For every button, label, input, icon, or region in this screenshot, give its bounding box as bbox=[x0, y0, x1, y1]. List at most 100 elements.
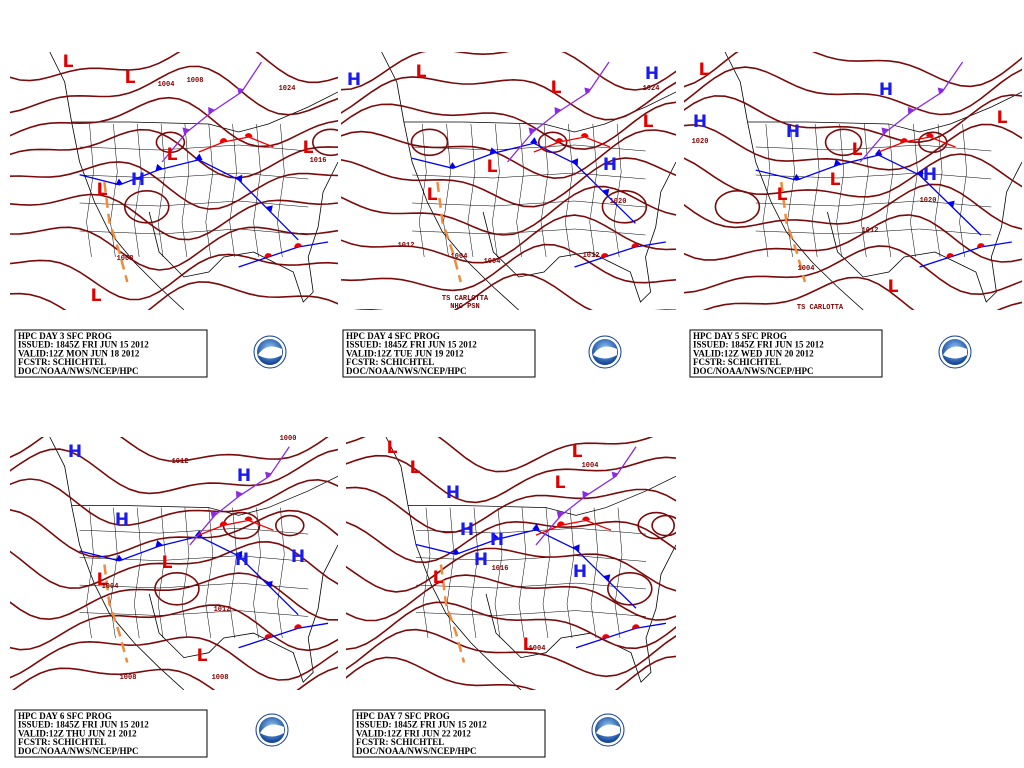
state-line bbox=[79, 610, 309, 617]
high-label: H bbox=[923, 165, 937, 185]
low-label: L bbox=[167, 145, 178, 165]
isobar bbox=[341, 243, 676, 292]
low-label: L bbox=[162, 553, 173, 573]
map-body bbox=[341, 52, 676, 310]
isobar bbox=[606, 572, 653, 606]
map-label: 1004 bbox=[158, 81, 175, 89]
high-label: H bbox=[603, 155, 617, 175]
logo-wave bbox=[258, 346, 282, 359]
coastline bbox=[49, 52, 185, 310]
isobar bbox=[341, 129, 676, 180]
isobar bbox=[714, 190, 761, 224]
isobar bbox=[537, 131, 568, 154]
state-line bbox=[518, 507, 527, 639]
state-line bbox=[79, 172, 309, 180]
map-label: TS CARLOTTA bbox=[797, 304, 844, 312]
trough bbox=[439, 564, 466, 663]
map-label: 1024 bbox=[643, 85, 660, 93]
map-label: 1012 bbox=[398, 242, 415, 250]
state-line bbox=[614, 507, 623, 639]
high-label: H bbox=[786, 122, 800, 142]
low-label: L bbox=[303, 138, 314, 158]
caption-frame bbox=[342, 329, 536, 378]
state-line bbox=[467, 123, 476, 258]
isobar bbox=[346, 655, 676, 690]
caption-line: DOC/NOAA/NWS/NCEP/HPC bbox=[18, 746, 139, 756]
state-line bbox=[110, 507, 118, 639]
border bbox=[71, 475, 338, 516]
low-label: L bbox=[572, 442, 583, 462]
isobar bbox=[341, 76, 676, 121]
state-line bbox=[229, 123, 237, 258]
low-label: L bbox=[643, 112, 654, 132]
isobar bbox=[10, 52, 338, 84]
map-panel: L L L L L H H H 1012 1004 1004 1020 1012 1024 TS CARLO… bbox=[341, 52, 676, 311]
low-label: L bbox=[699, 60, 710, 80]
caption-line: ISSUED: 1845Z FRI JUN 15 2012 bbox=[18, 340, 149, 350]
low-label: L bbox=[97, 180, 108, 200]
map-label: 1008 bbox=[187, 77, 204, 85]
low-label: L bbox=[416, 62, 427, 82]
caption-line: ISSUED: 1845Z FRI JUN 15 2012 bbox=[346, 340, 477, 350]
isobar bbox=[684, 153, 1022, 198]
low-label: L bbox=[91, 286, 102, 306]
low-label: L bbox=[63, 52, 74, 72]
low-label: L bbox=[555, 473, 566, 493]
noaa-logo bbox=[253, 335, 287, 369]
state-line bbox=[787, 123, 795, 258]
state-line bbox=[157, 123, 166, 258]
map-label: 1004 bbox=[451, 253, 468, 261]
caption-frame bbox=[352, 709, 546, 758]
state-line bbox=[446, 507, 455, 639]
isobar bbox=[346, 437, 654, 473]
isobar bbox=[353, 273, 676, 310]
state-line bbox=[277, 507, 285, 639]
isobar bbox=[10, 128, 338, 179]
caption-frame bbox=[689, 329, 883, 378]
map-panel: H H H H H L L L 1012 1004 1012 1008 1008 1000 bbox=[10, 435, 338, 690]
logo-wave bbox=[260, 724, 284, 737]
warm-front bbox=[238, 622, 329, 649]
low-label: L bbox=[997, 108, 1008, 128]
caption-line: FCSTR: SCHICHTEL bbox=[693, 357, 781, 367]
isobar bbox=[341, 157, 676, 208]
isobar bbox=[346, 454, 676, 504]
caption-line: FCSTR: SCHICHTEL bbox=[356, 737, 444, 747]
high-label: H bbox=[490, 530, 504, 550]
high-label: H bbox=[446, 483, 460, 503]
trough bbox=[103, 564, 129, 663]
isobar bbox=[651, 514, 676, 537]
high-label: H bbox=[573, 562, 587, 582]
warm-front bbox=[574, 241, 666, 268]
coastline bbox=[385, 437, 522, 690]
low-label: L bbox=[523, 635, 534, 655]
isobar bbox=[637, 511, 676, 540]
warm-front bbox=[198, 133, 274, 153]
map-label: TS CARLOTTA bbox=[442, 295, 489, 303]
map-label: 1016 bbox=[492, 565, 509, 573]
noaa-logo bbox=[255, 713, 289, 747]
isobar bbox=[10, 193, 338, 241]
isobar bbox=[10, 604, 338, 652]
caption-line: VALID:12Z MON JUN 18 2012 bbox=[18, 348, 140, 358]
high-label: H bbox=[291, 547, 305, 567]
isobar bbox=[123, 190, 170, 224]
coastline bbox=[482, 161, 676, 303]
isobar bbox=[410, 128, 449, 157]
low-label: L bbox=[97, 570, 108, 590]
isobar bbox=[341, 214, 676, 264]
caption-line: DOC/NOAA/NWS/NCEP/HPC bbox=[356, 746, 477, 756]
state-line bbox=[755, 228, 992, 236]
caption-line: HPC DAY 7 SFC PROG bbox=[356, 711, 450, 721]
occluded-front bbox=[189, 446, 290, 546]
low-label: L bbox=[852, 140, 863, 160]
state-line bbox=[589, 123, 598, 258]
isobar bbox=[10, 478, 338, 526]
map-label: 1012 bbox=[172, 458, 189, 466]
isobar bbox=[346, 601, 676, 651]
